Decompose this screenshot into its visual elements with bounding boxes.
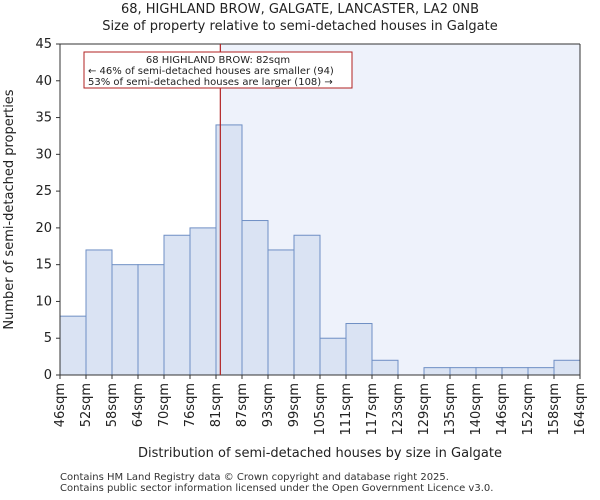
x-tick-label: 146sqm (495, 383, 510, 436)
x-tick-label: 140sqm (469, 383, 484, 436)
histogram-bar (241, 220, 269, 376)
x-tick-label: 152sqm (521, 383, 536, 436)
footer-licence: Contains public sector information licen… (60, 483, 494, 494)
annotation-line-3: 53% of semi-detached houses are larger (… (88, 77, 333, 88)
y-tick-label: 20 (35, 221, 52, 236)
histogram-bar (501, 367, 529, 376)
histogram-bar (345, 323, 373, 376)
histogram-bar (553, 359, 581, 376)
histogram-bar (371, 359, 399, 376)
x-tick-label: 105sqm (313, 383, 328, 436)
y-tick-label: 0 (44, 368, 52, 383)
annotation-line-2: ← 46% of semi-detached houses are smalle… (88, 66, 334, 77)
histogram-bar (449, 367, 477, 376)
annotation-line-1: 68 HIGHLAND BROW: 82sqm (146, 55, 290, 66)
histogram-bar (163, 234, 191, 376)
histogram-bar (85, 249, 113, 376)
y-tick-label: 35 (35, 111, 52, 126)
x-tick-label: 164sqm (573, 383, 588, 436)
y-tick-label: 10 (35, 294, 52, 309)
histogram-bar (111, 264, 139, 376)
x-tick-label: 46sqm (53, 383, 68, 427)
annotation-box (83, 51, 353, 89)
histogram-bar (267, 249, 295, 376)
histogram-bar (59, 315, 87, 376)
y-tick-label: 5 (44, 331, 52, 346)
x-tick-label: 76sqm (183, 383, 198, 427)
x-tick-label: 81sqm (209, 383, 224, 427)
histogram-bar (319, 337, 347, 376)
x-tick-label: 64sqm (131, 383, 146, 427)
y-axis-label: Number of semi-detached properties (2, 89, 17, 329)
x-tick-label: 123sqm (391, 383, 406, 436)
y-tick-label: 40 (35, 74, 52, 89)
histogram-bar (189, 227, 217, 376)
chart-title: 68, HIGHLAND BROW, GALGATE, LANCASTER, L… (120, 2, 480, 17)
x-tick-label: 135sqm (443, 383, 458, 436)
histogram-bar (423, 367, 451, 376)
x-axis-label: Distribution of semi-detached houses by … (138, 446, 502, 461)
x-tick-label: 52sqm (79, 383, 94, 427)
x-tick-label: 58sqm (105, 383, 120, 427)
x-tick-label: 87sqm (235, 383, 250, 427)
x-tick-label: 117sqm (365, 383, 380, 436)
chart-subtitle: Size of property relative to semi-detach… (102, 19, 498, 34)
y-tick-label: 25 (35, 184, 52, 199)
x-tick-label: 158sqm (547, 383, 562, 436)
histogram-bar (137, 264, 165, 376)
x-tick-label: 111sqm (339, 383, 354, 436)
y-tick-label: 15 (35, 258, 52, 273)
histogram-bar (527, 367, 555, 376)
y-tick-label: 45 (35, 37, 52, 52)
y-tick-label: 30 (35, 147, 52, 162)
footer-copyright: Contains HM Land Registry data © Crown c… (60, 472, 449, 483)
histogram-bar (293, 234, 321, 376)
x-tick-label: 99sqm (287, 383, 302, 427)
x-tick-label: 129sqm (417, 383, 432, 436)
x-tick-label: 70sqm (157, 383, 172, 427)
histogram-bar (475, 367, 503, 376)
x-tick-label: 93sqm (261, 383, 276, 427)
